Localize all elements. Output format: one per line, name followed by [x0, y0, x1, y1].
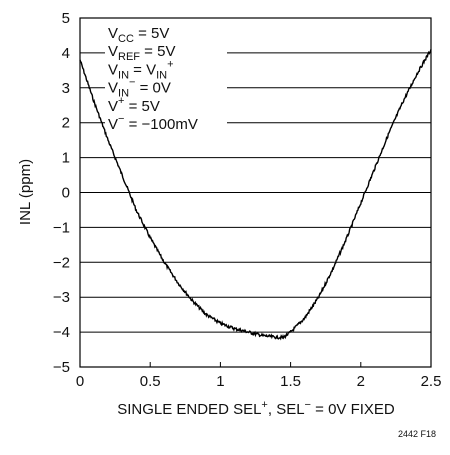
y-tick-label: −3: [53, 289, 70, 306]
figure-id: 2442 F18: [398, 429, 436, 439]
legend-line: VIN = VIN+: [108, 58, 174, 81]
y-tick-label: −4: [53, 324, 70, 341]
y-tick-label: −1: [53, 219, 70, 236]
label-layer: 0 0.5 1 1.5 2 2.5 5 4 3 2 1 0 −1 −2 −3 −4 −5: [53, 10, 442, 390]
y-tick-label: 5: [62, 10, 70, 27]
y-tick-label: 4: [62, 45, 70, 62]
y-tick-label: 1: [62, 150, 70, 167]
plot-frame: [79, 17, 432, 368]
legend-line: VIN− = 0V: [108, 77, 171, 100]
x-tick-label: 2.5: [421, 373, 442, 390]
x-tick-label: 1: [216, 373, 224, 390]
axis-layer: [79, 17, 432, 368]
legend-line: VREF = 5V: [108, 43, 175, 63]
legend-line: V− = −100mV: [108, 113, 198, 133]
inl-trace: [79, 49, 432, 341]
y-tick-label: −5: [53, 359, 70, 376]
legend-line: V+ = 5V: [108, 95, 160, 115]
legend-line: VCC = 5V: [108, 25, 169, 45]
y-tick-label: 3: [62, 80, 70, 97]
y-axis-title: INL (ppm): [17, 159, 34, 225]
data-layer: [79, 49, 432, 341]
x-tick-label: 2: [357, 373, 365, 390]
y-tick-label: −2: [53, 254, 70, 271]
legend-backing: [105, 21, 227, 137]
x-axis-title: SINGLE ENDED SEL+, SEL− = 0V FIXED: [117, 399, 395, 418]
x-tick-label: 1.5: [280, 373, 301, 390]
x-tick-label: 0.5: [140, 373, 161, 390]
x-tick-label: 0: [76, 373, 84, 390]
y-tick-label: 0: [62, 185, 70, 202]
y-tick-label: 2: [62, 115, 70, 132]
